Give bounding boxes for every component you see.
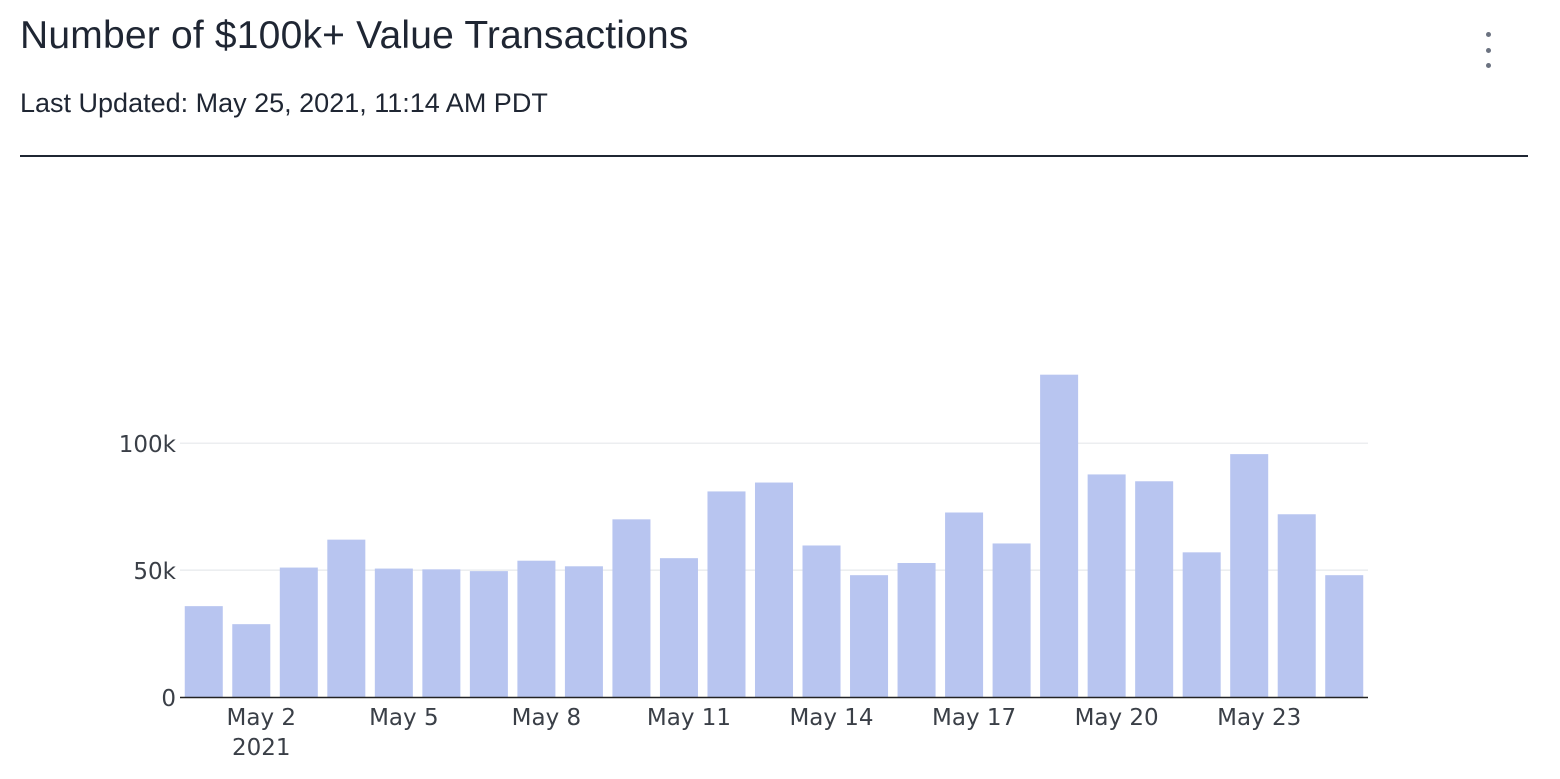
bar-2021-05-12[interactable] [707, 491, 746, 697]
last-updated-text: Last Updated: May 25, 2021, 11:14 AM PDT [20, 88, 548, 118]
bar-2021-05-06[interactable] [422, 569, 461, 697]
bar-2021-05-01[interactable] [184, 606, 223, 697]
vertical-ellipsis-icon[interactable] [1472, 28, 1504, 72]
bar-2021-05-13[interactable] [754, 482, 794, 697]
menu-dot [1485, 47, 1491, 53]
card-title: Number of $100k+ Value Transactions [20, 14, 689, 57]
bar-chart-container: 0 50k 100k May 2 2021 May 5 May 8 May 11 May 14… [0, 160, 1560, 774]
y-tick-label: 100k [119, 432, 177, 458]
bar-2021-05-22[interactable] [1182, 552, 1221, 697]
y-tick-labels: 0 50k 100k [119, 432, 177, 712]
bar-2021-05-02[interactable] [232, 624, 271, 697]
bar-2021-05-25[interactable] [1325, 575, 1364, 697]
bar-2021-05-10[interactable] [612, 519, 651, 697]
x-tick-label: May 23 [1217, 705, 1301, 731]
bar-2021-05-05[interactable] [374, 568, 413, 697]
x-tick-label: May 11 [647, 705, 731, 731]
bar-2021-05-15[interactable] [850, 575, 889, 697]
bar-2021-05-04[interactable] [327, 539, 366, 697]
y-tick-label: 0 [161, 686, 176, 712]
bar-2021-05-11[interactable] [659, 558, 698, 697]
bars [184, 374, 1364, 697]
bar-2021-05-03[interactable] [279, 567, 318, 697]
card-header: Number of $100k+ Value Transactions Last… [20, 0, 1528, 157]
bar-2021-05-17[interactable] [945, 512, 984, 697]
x-tick-label: May 2 [227, 705, 297, 731]
bar-2021-05-23[interactable] [1230, 454, 1269, 697]
bar-2021-05-19[interactable] [1040, 374, 1079, 697]
x-tick-label: May 14 [789, 705, 873, 731]
bar-2021-05-24[interactable] [1277, 514, 1316, 697]
bar-2021-05-14[interactable] [802, 545, 841, 697]
bar-2021-05-09[interactable] [564, 566, 603, 697]
x-tick-year-label: 2021 [232, 735, 291, 761]
x-tick-label: May 8 [512, 705, 582, 731]
x-tick-labels: May 2 2021 May 5 May 8 May 11 May 14 May 17 May… [227, 705, 1302, 761]
x-tick-label: May 5 [369, 705, 439, 731]
bar-chart: 0 50k 100k May 2 2021 May 5 May 8 May 11 May 14… [119, 374, 1368, 761]
y-tick-label: 50k [133, 559, 176, 585]
menu-dot [1485, 63, 1491, 68]
bar-2021-05-16[interactable] [897, 562, 936, 697]
bar-2021-05-07[interactable] [469, 571, 508, 697]
x-tick-label: May 17 [932, 705, 1016, 731]
bar-2021-05-21[interactable] [1135, 481, 1174, 697]
bar-2021-05-08[interactable] [517, 560, 556, 697]
x-tick-label: May 20 [1075, 705, 1159, 731]
bar-2021-05-20[interactable] [1087, 474, 1126, 697]
menu-dot [1485, 32, 1491, 37]
bar-2021-05-18[interactable] [992, 543, 1031, 697]
